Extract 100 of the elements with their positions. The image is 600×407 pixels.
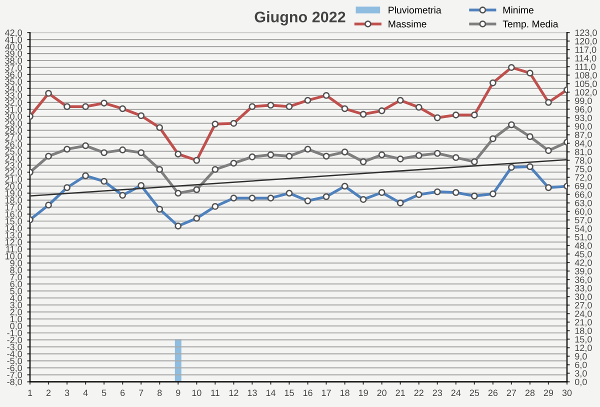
point [489,135,496,142]
y-tick-label: 8,0 [10,266,22,274]
y2-tick-label: 120,0 [575,38,597,46]
x-tick-label: 30 [562,390,572,396]
point [267,151,274,158]
x-tick-label: 16 [303,390,312,396]
x-tick-label: 15 [284,390,294,396]
x-tick-label: 13 [248,390,257,396]
x-tick-label: 5 [102,390,106,396]
y-tick-label: 38,0 [5,57,22,65]
y2-tick-label: 123,0 [575,30,597,37]
x-tick-label: 19 [358,390,368,396]
y2-tick-label: 24,0 [575,310,592,318]
y-tick-label: 17,0 [5,204,22,212]
y2-tick-label: 21,0 [575,319,592,327]
y-tick-label: 16,0 [5,211,22,219]
y2-tick-label: 33,0 [574,285,592,293]
y-tick-label: 30,0 [5,113,22,121]
y2-tick-label: 99,0 [575,98,592,106]
y-tick-label: -2,0 [7,336,22,344]
point [360,158,367,166]
y-tick-label: 39,0 [5,50,22,58]
y-tick-label: 32,0 [5,99,22,107]
x-tick-label: 17 [322,390,331,396]
y-tick-label: 42,0 [5,30,22,37]
y2-tick-label: 81,0 [575,148,592,156]
y-tick-label: 25,0 [5,148,22,156]
x-tick-label: 25 [470,390,480,396]
y2-tick-label: 3,0 [574,370,587,378]
point [248,153,256,160]
point [452,154,460,162]
y2-tick-label: 93,0 [575,114,592,122]
y-tick-label: 34,0 [5,85,22,93]
y2-tick-label: 60,0 [575,208,592,216]
y2-tick-label: 66,0 [575,191,592,199]
y-tick-label: 1,0 [10,316,22,324]
y2-tick-label: 72,0 [575,174,592,182]
y-tick-label: -8,0 [7,378,22,386]
y2-tick-label: 105,0 [575,80,597,88]
y-tick-label: -6,0 [7,364,22,372]
y-tick-label: 37,0 [5,64,22,72]
x-tick-label: 10 [192,390,202,396]
y-tick-label: 18,0 [5,197,22,205]
x-tick-label: 29 [544,390,554,396]
y2-tick-label: 84,0 [575,140,592,148]
y2-tick-label: 114,0 [575,55,596,63]
x-tick-label: 20 [377,390,386,396]
y2-tick-label: 39,0 [574,268,592,276]
y2-tick-label: 36,0 [574,276,592,284]
y-tick-label: 6,0 [10,280,22,288]
x-tick-label: 12 [229,390,238,396]
y2-tick-label: 78,0 [575,157,592,165]
point [212,166,219,173]
point [119,146,126,154]
x-tick-label: 1 [28,390,32,396]
point [174,190,182,197]
x-tick-label: 24 [451,390,461,396]
y-tick-label: 10,0 [5,253,22,260]
chart-title: Giugno 2022 [254,11,346,26]
point [526,133,534,140]
y-tick-label: -5,0 [7,358,22,366]
y2-tick-label: 75,0 [575,166,592,174]
y-tick-label: 7,0 [10,274,22,282]
y-tick-label: 4,0 [10,294,22,302]
y2-tick-label: 111,0 [575,64,596,72]
y-tick-label: -4,0 [7,350,22,358]
x-tick-label: 28 [525,390,535,396]
y2-tick-label: 51,0 [575,234,592,242]
y2-tick-label: 102,0 [575,89,597,97]
point [82,142,90,150]
y2-tick-label: 30,0 [574,294,592,302]
y-tick-label: 3,0 [10,302,22,310]
x-tick-label: 8 [158,390,162,396]
legend-label: Massime [388,20,426,28]
x-tick-label: 6 [120,390,125,396]
point [156,166,164,173]
y2-tick-label: 90,0 [575,123,592,131]
x-tick-label: 27 [506,390,516,396]
y2-tick-label: 108,0 [575,72,597,80]
x-tick-label: 21 [396,390,405,396]
y-tick-label: 35,0 [5,78,22,86]
x-tick-label: 2 [46,390,51,396]
y2-tick-label: 15,0 [575,336,592,344]
y-tick-label: -3,0 [7,344,22,352]
y2-tick-label: 69,0 [575,182,592,190]
y-tick-label: 0,0 [10,322,22,330]
point [304,146,312,153]
point [508,121,515,128]
y2-tick-label: 87,0 [575,132,592,140]
point [45,152,52,160]
point [545,147,552,154]
point [396,156,404,162]
y2-tick-label: 6,0 [575,362,587,370]
x-tick-label: 4 [83,390,88,396]
point [378,151,386,158]
y-tick-label: 20,0 [5,183,22,191]
x-tick-label: 14 [266,390,276,396]
y-tick-label: 22,0 [5,169,22,177]
y2-tick-label: 27,0 [575,302,592,310]
y-tick-label: 41,0 [5,36,22,44]
